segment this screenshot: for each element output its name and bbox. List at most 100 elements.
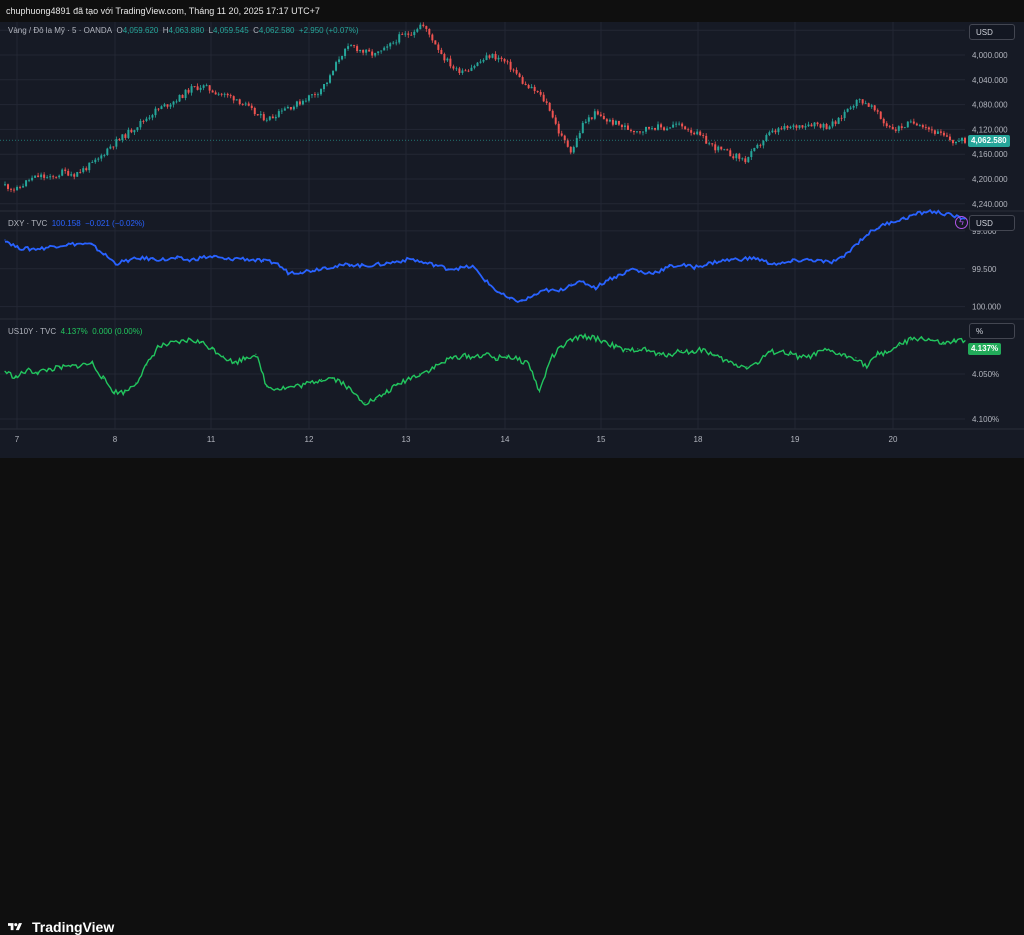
us10y-change: 0.000 (0.00%)	[92, 327, 143, 336]
candle-body	[461, 70, 464, 73]
candle-body	[298, 101, 301, 105]
tradingview-brand: TradingView	[32, 919, 115, 935]
dxy-point	[496, 290, 498, 293]
candle-body	[241, 103, 244, 105]
candle-body	[244, 103, 247, 105]
us10y-point	[615, 346, 617, 348]
candle-body	[88, 162, 91, 171]
candle-body	[864, 103, 867, 105]
dxy-point	[41, 247, 43, 249]
us10y-point	[4, 370, 6, 372]
chart-svg[interactable]: 7 8 11 12 13 14 15 18 19 20 4,240.000 4,200.000 4,16…	[0, 22, 1024, 458]
candle-body	[876, 110, 879, 112]
candle-body	[596, 111, 599, 115]
us10y-point	[211, 348, 213, 350]
candle-body	[335, 62, 338, 71]
us10y-point	[495, 358, 497, 360]
y-tick-label: 4,080.000	[972, 101, 1008, 110]
dxy-point	[570, 283, 572, 285]
dxy-point	[509, 298, 511, 300]
candle-body	[672, 124, 675, 128]
us10y-last-value-label: 4.137%	[968, 343, 1002, 355]
dxy-point	[779, 263, 781, 265]
us10y-point	[342, 382, 344, 384]
candle-body	[235, 99, 238, 101]
dxy-point	[410, 258, 412, 260]
candle-body	[810, 124, 813, 127]
y-tick-label: 4,120.000	[972, 125, 1008, 134]
dxy-point	[878, 226, 880, 228]
candle-body	[602, 115, 605, 120]
candle-body	[840, 117, 843, 119]
us10y-point	[658, 354, 661, 356]
candle-body	[548, 102, 551, 111]
dxy-unit-selector[interactable]: USD	[969, 215, 1015, 231]
candle-body	[10, 188, 13, 190]
candle-body	[124, 134, 127, 138]
candle-body	[783, 125, 786, 130]
candle-body	[711, 143, 714, 145]
candle-body	[765, 135, 768, 141]
candle-body	[524, 83, 527, 86]
candle-body	[467, 70, 470, 72]
candle-body	[690, 130, 693, 133]
gold-c-label: C	[253, 26, 259, 35]
candle-body	[392, 42, 395, 44]
candle-body	[410, 34, 413, 36]
gold-last-price-label: 4,062.580	[968, 135, 1010, 147]
gold-legend: Vàng / Đô la Mỹ · 5 · OANDA O4,059.620 H…	[8, 26, 359, 35]
candle-body	[205, 85, 208, 87]
candle-body	[891, 126, 894, 130]
y-tick-label: 4,200.000	[972, 175, 1008, 184]
candle-body	[635, 131, 638, 133]
candle-body	[160, 106, 163, 109]
y-tick-label: 100.000	[972, 303, 1001, 312]
us10y-point	[680, 350, 682, 352]
us10y-point	[593, 337, 595, 339]
dxy-point	[841, 257, 843, 259]
candle-body	[714, 144, 717, 151]
tradingview-logo-icon	[8, 923, 22, 931]
dxy-point	[90, 243, 92, 246]
candle-body	[494, 53, 497, 60]
candle-body	[365, 49, 368, 53]
dxy-point	[632, 268, 634, 270]
us10y-symbol: US10Y · TVC	[8, 327, 57, 336]
chart-area[interactable]: 7 8 11 12 13 14 15 18 19 20 4,240.000 4,200.000 4,16…	[0, 22, 1024, 458]
us10y-point	[309, 382, 312, 384]
dxy-point	[521, 300, 523, 302]
dxy-point	[545, 289, 548, 291]
candle-body	[46, 177, 49, 179]
candle-body	[912, 121, 915, 124]
candle-body	[882, 118, 885, 124]
dxy-point	[558, 290, 560, 293]
candle-body	[687, 129, 690, 131]
gold-unit-selector[interactable]: USD	[969, 24, 1015, 40]
candle-body	[253, 107, 256, 115]
candle-body	[359, 49, 362, 52]
candle-body	[271, 116, 274, 119]
dxy-point	[656, 271, 658, 273]
candle-body	[250, 105, 253, 108]
x-tick-label: 12	[305, 435, 314, 444]
us10y-point	[91, 362, 93, 364]
candle-body	[16, 186, 19, 191]
candle-body	[948, 136, 951, 141]
candle-body	[584, 121, 587, 123]
candle-body	[699, 131, 702, 136]
us10y-point	[386, 391, 388, 393]
y-tick-label: 99.500	[972, 265, 997, 274]
dxy-point	[459, 267, 461, 269]
candle-body	[350, 45, 353, 47]
us10y-unit-selector[interactable]: %	[969, 323, 1015, 339]
candle-body	[702, 135, 705, 136]
candle-body	[795, 125, 798, 128]
candle-body	[61, 169, 64, 176]
dxy-point	[262, 260, 265, 262]
candle-body	[58, 175, 61, 178]
dxy-point	[644, 272, 646, 274]
lightning-bolt-icon[interactable]: ϟ	[955, 216, 968, 229]
us10y-point	[909, 339, 912, 341]
gold-l-value: 4,059.545	[213, 26, 249, 35]
candle-body	[416, 29, 419, 32]
